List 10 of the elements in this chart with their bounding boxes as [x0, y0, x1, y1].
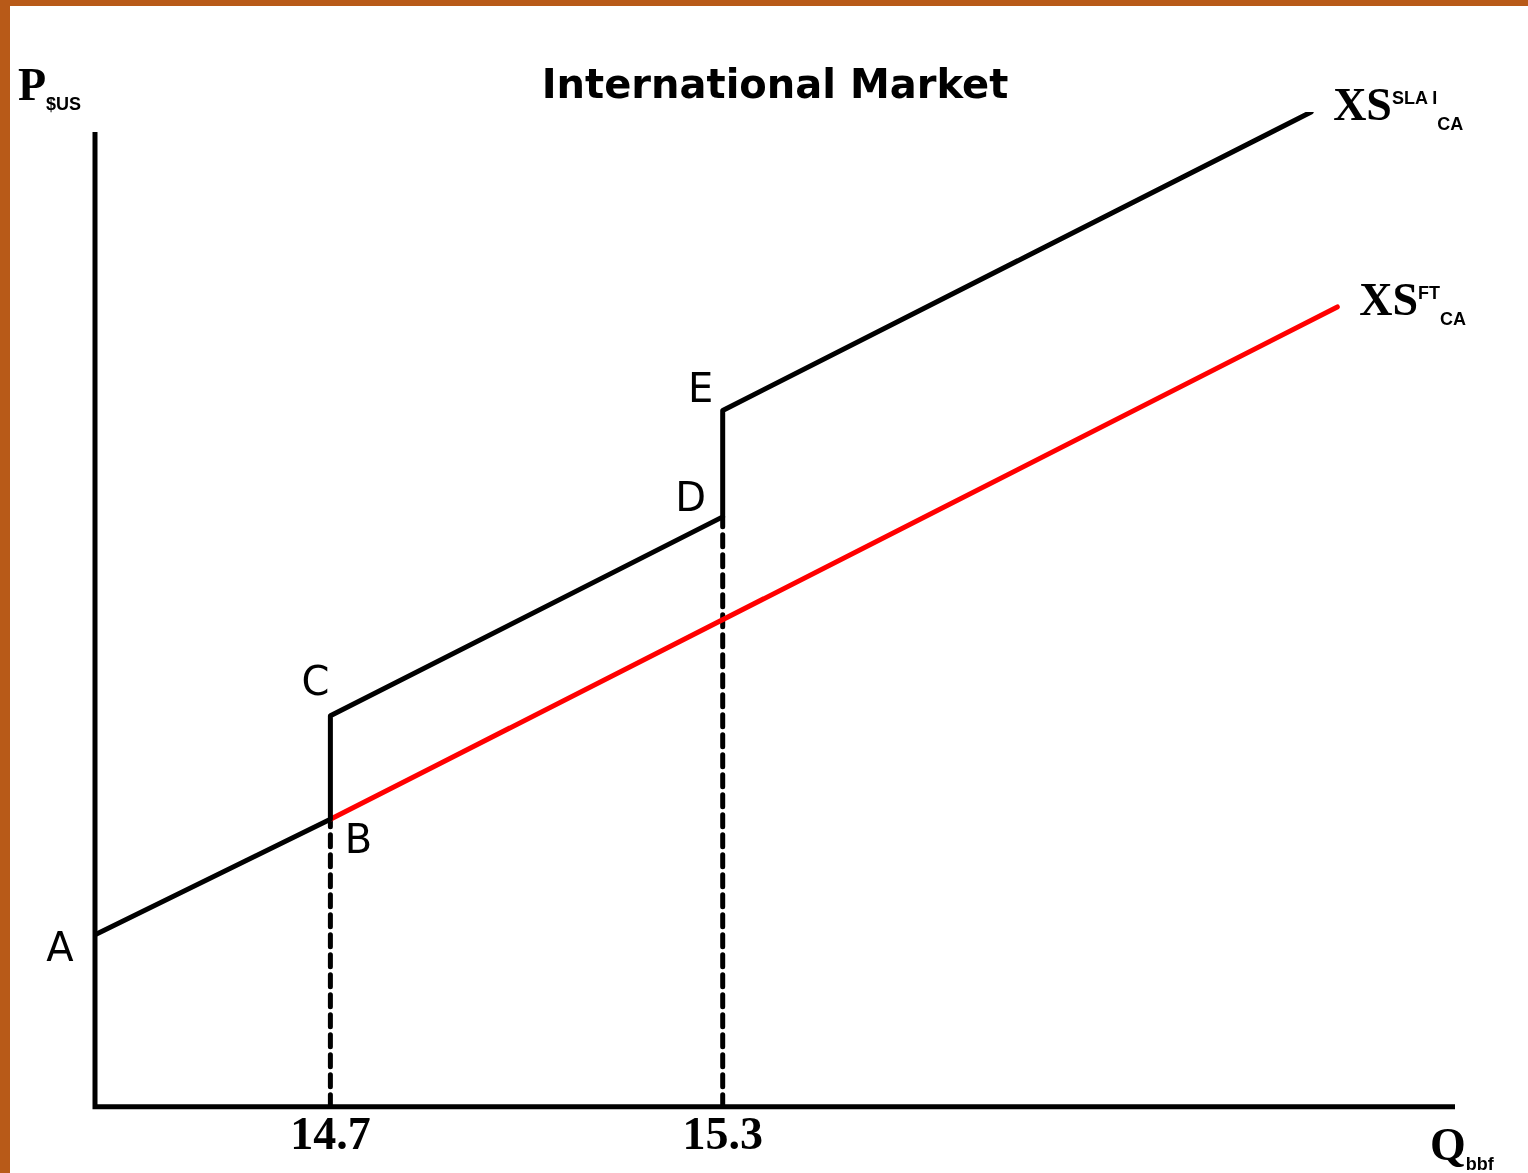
x-tick-label: 14.7: [290, 1108, 371, 1160]
annotation: C: [301, 657, 330, 704]
annotation: E: [688, 365, 714, 412]
x-axis-title: Q$_{bbf}$: [1430, 1118, 1494, 1173]
x-tick-label: 15.3: [682, 1108, 763, 1160]
annotation: D: [675, 473, 707, 520]
chart-title: International Market: [541, 61, 1009, 108]
y-axis-title: P$_{$US}$: [18, 59, 82, 115]
annotation: B: [344, 816, 373, 863]
annotation: A: [46, 923, 74, 970]
